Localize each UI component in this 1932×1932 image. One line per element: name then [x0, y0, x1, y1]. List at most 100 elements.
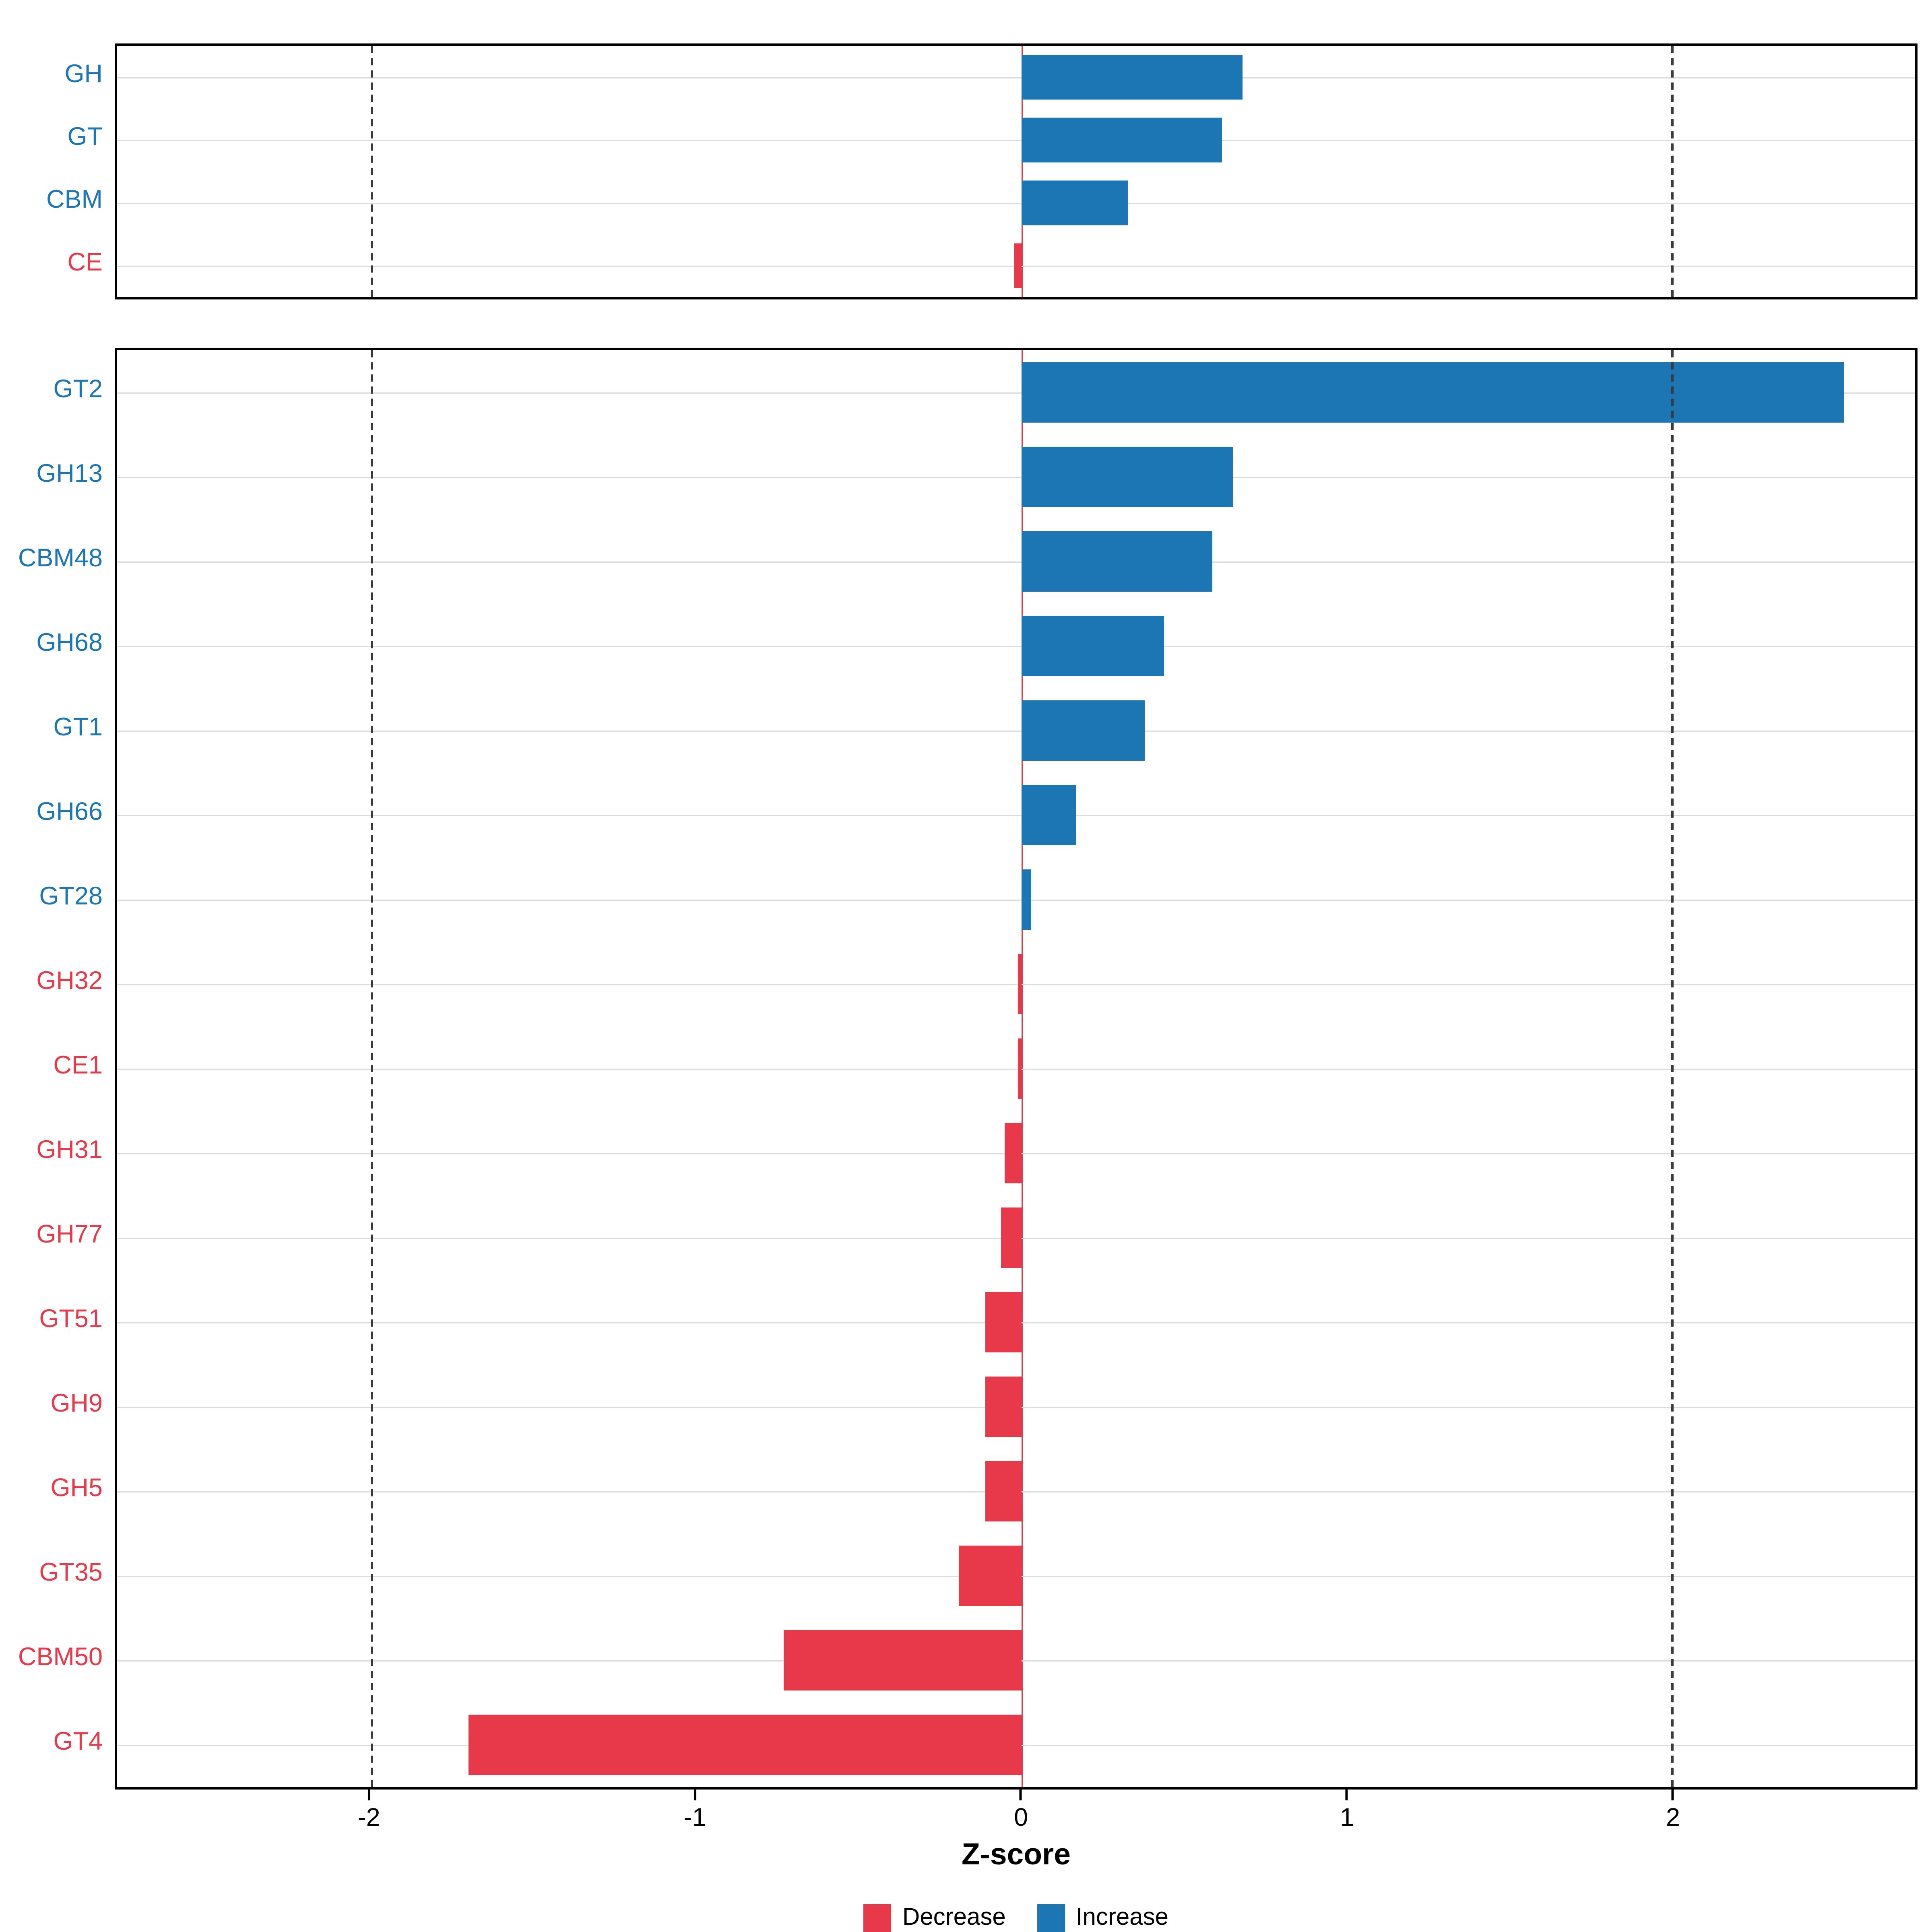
bar-row-gt4 [117, 1703, 1915, 1787]
tick-mark [1346, 1790, 1348, 1800]
dashed-reference-line [371, 350, 374, 1787]
bar-gt [1021, 118, 1223, 163]
bar-gt2 [1021, 362, 1844, 423]
dashed-reference-line [1671, 46, 1674, 297]
y-axis-label-gt2: GT2 [53, 376, 103, 403]
summary-y-axis-labels: GH GT CBM CE [0, 43, 115, 299]
y-axis-label-cbm48: CBM48 [18, 545, 103, 572]
bar-gh [1021, 55, 1242, 100]
x-axis-tick: 2 [1666, 1790, 1680, 1833]
legend-item-decrease: Decrease [863, 1904, 1006, 1932]
horizontal-gridline [117, 203, 1915, 204]
bar-gh68 [1021, 616, 1164, 676]
bar-gh9 [985, 1377, 1021, 1437]
tick-mark [1672, 1790, 1674, 1800]
tick-mark [694, 1790, 696, 1800]
bar-gt35 [959, 1546, 1021, 1606]
legend-swatch-decrease [863, 1904, 892, 1932]
bar-cbm50 [783, 1630, 1021, 1690]
bar-row-gt35 [117, 1534, 1915, 1618]
x-axis: -2 -1 0 1 2 [115, 1790, 1918, 1833]
x-axis-tick: -2 [358, 1790, 380, 1833]
horizontal-gridline [117, 140, 1915, 141]
bar-row-gh66 [117, 773, 1915, 857]
legend-swatch-increase [1037, 1904, 1065, 1932]
summary-panel: GH GT CBM CE [0, 43, 1918, 299]
y-axis-label-gh5: GH5 [50, 1474, 103, 1502]
bar-row-gt2 [117, 350, 1915, 435]
horizontal-gridline [117, 561, 1915, 563]
horizontal-gridline [117, 77, 1915, 78]
bar-row-gt1 [117, 688, 1915, 773]
y-axis-label-gh31: GH31 [36, 1136, 103, 1164]
x-axis-title: Z-score [962, 1838, 1071, 1872]
bar-row-gh68 [117, 604, 1915, 688]
y-axis-label-gt51: GT51 [39, 1305, 103, 1333]
bar-row-ce [117, 234, 1915, 297]
bar-row-gh13 [117, 435, 1915, 519]
bar-row-ce1 [117, 1026, 1915, 1111]
horizontal-gridline [117, 392, 1915, 394]
y-axis-label-cbm50: CBM50 [18, 1643, 103, 1671]
families-plot-area [115, 348, 1918, 1790]
bar-row-cbm50 [117, 1618, 1915, 1703]
bar-ce1 [1018, 1038, 1021, 1099]
bar-gt1 [1021, 700, 1145, 761]
y-axis-label-gh9: GH9 [50, 1390, 103, 1418]
y-axis-label-cbm: CBM [46, 186, 103, 214]
bar-row-gt51 [117, 1280, 1915, 1364]
y-axis-label-gt35: GT35 [39, 1559, 103, 1587]
horizontal-gridline [117, 815, 1915, 816]
bar-gh32 [1018, 954, 1021, 1014]
tick-label: 2 [1666, 1804, 1680, 1832]
bar-row-cbm48 [117, 519, 1915, 604]
bar-row-gh77 [117, 1195, 1915, 1280]
x-axis-tick: 1 [1340, 1790, 1354, 1833]
x-axis-tick: -1 [684, 1790, 706, 1833]
horizontal-gridline [117, 900, 1915, 901]
y-axis-label-gh: GH [64, 60, 103, 88]
tick-label: 0 [1014, 1804, 1028, 1832]
legend-item-increase: Increase [1037, 1904, 1168, 1932]
legend: Decrease Increase [115, 1904, 1918, 1932]
horizontal-gridline [117, 477, 1915, 478]
y-axis-label-ce: CE [67, 249, 103, 277]
y-axis-label-gh13: GH13 [36, 460, 103, 488]
bar-row-cbm [117, 171, 1915, 234]
dashed-reference-line [1671, 350, 1674, 1787]
bar-row-gh9 [117, 1364, 1915, 1449]
bar-gh66 [1021, 785, 1076, 845]
bar-gt4 [468, 1715, 1021, 1775]
bar-gh13 [1021, 447, 1232, 507]
y-axis-label-gt28: GT28 [39, 883, 103, 910]
horizontal-gridline [117, 1069, 1915, 1070]
bar-row-gh32 [117, 942, 1915, 1026]
zero-reference-line [1021, 46, 1022, 297]
bar-row-gh5 [117, 1449, 1915, 1534]
bar-ce [1014, 243, 1021, 288]
tick-label: -2 [357, 1804, 380, 1832]
families-panel: GT2 GH13 CBM48 GH68 GT1 GH66 GT28 GH32 CE1 GH31 GH… [0, 348, 1918, 1790]
y-axis-label-gh77: GH77 [36, 1221, 103, 1249]
bar-gh5 [985, 1461, 1021, 1521]
y-axis-label-ce1: CE1 [53, 1052, 103, 1080]
bar-row-gt28 [117, 857, 1915, 942]
tick-mark [1020, 1790, 1022, 1800]
horizontal-gridline [117, 984, 1915, 985]
horizontal-gridline [117, 646, 1915, 647]
bar-row-gt [117, 109, 1915, 171]
panel-gap [0, 299, 1918, 348]
y-axis-label-gh68: GH68 [36, 629, 103, 657]
y-axis-label-gh32: GH32 [36, 967, 103, 995]
bar-row-gh31 [117, 1111, 1915, 1195]
bar-gh77 [1001, 1208, 1021, 1268]
tick-mark [367, 1790, 370, 1800]
tick-label: -1 [683, 1804, 706, 1832]
summary-plot-area [115, 43, 1918, 299]
horizontal-gridline [117, 731, 1915, 732]
y-axis-label-gt4: GT4 [53, 1728, 103, 1756]
y-axis-label-gt1: GT1 [53, 714, 103, 741]
y-axis-label-gh66: GH66 [36, 798, 103, 826]
